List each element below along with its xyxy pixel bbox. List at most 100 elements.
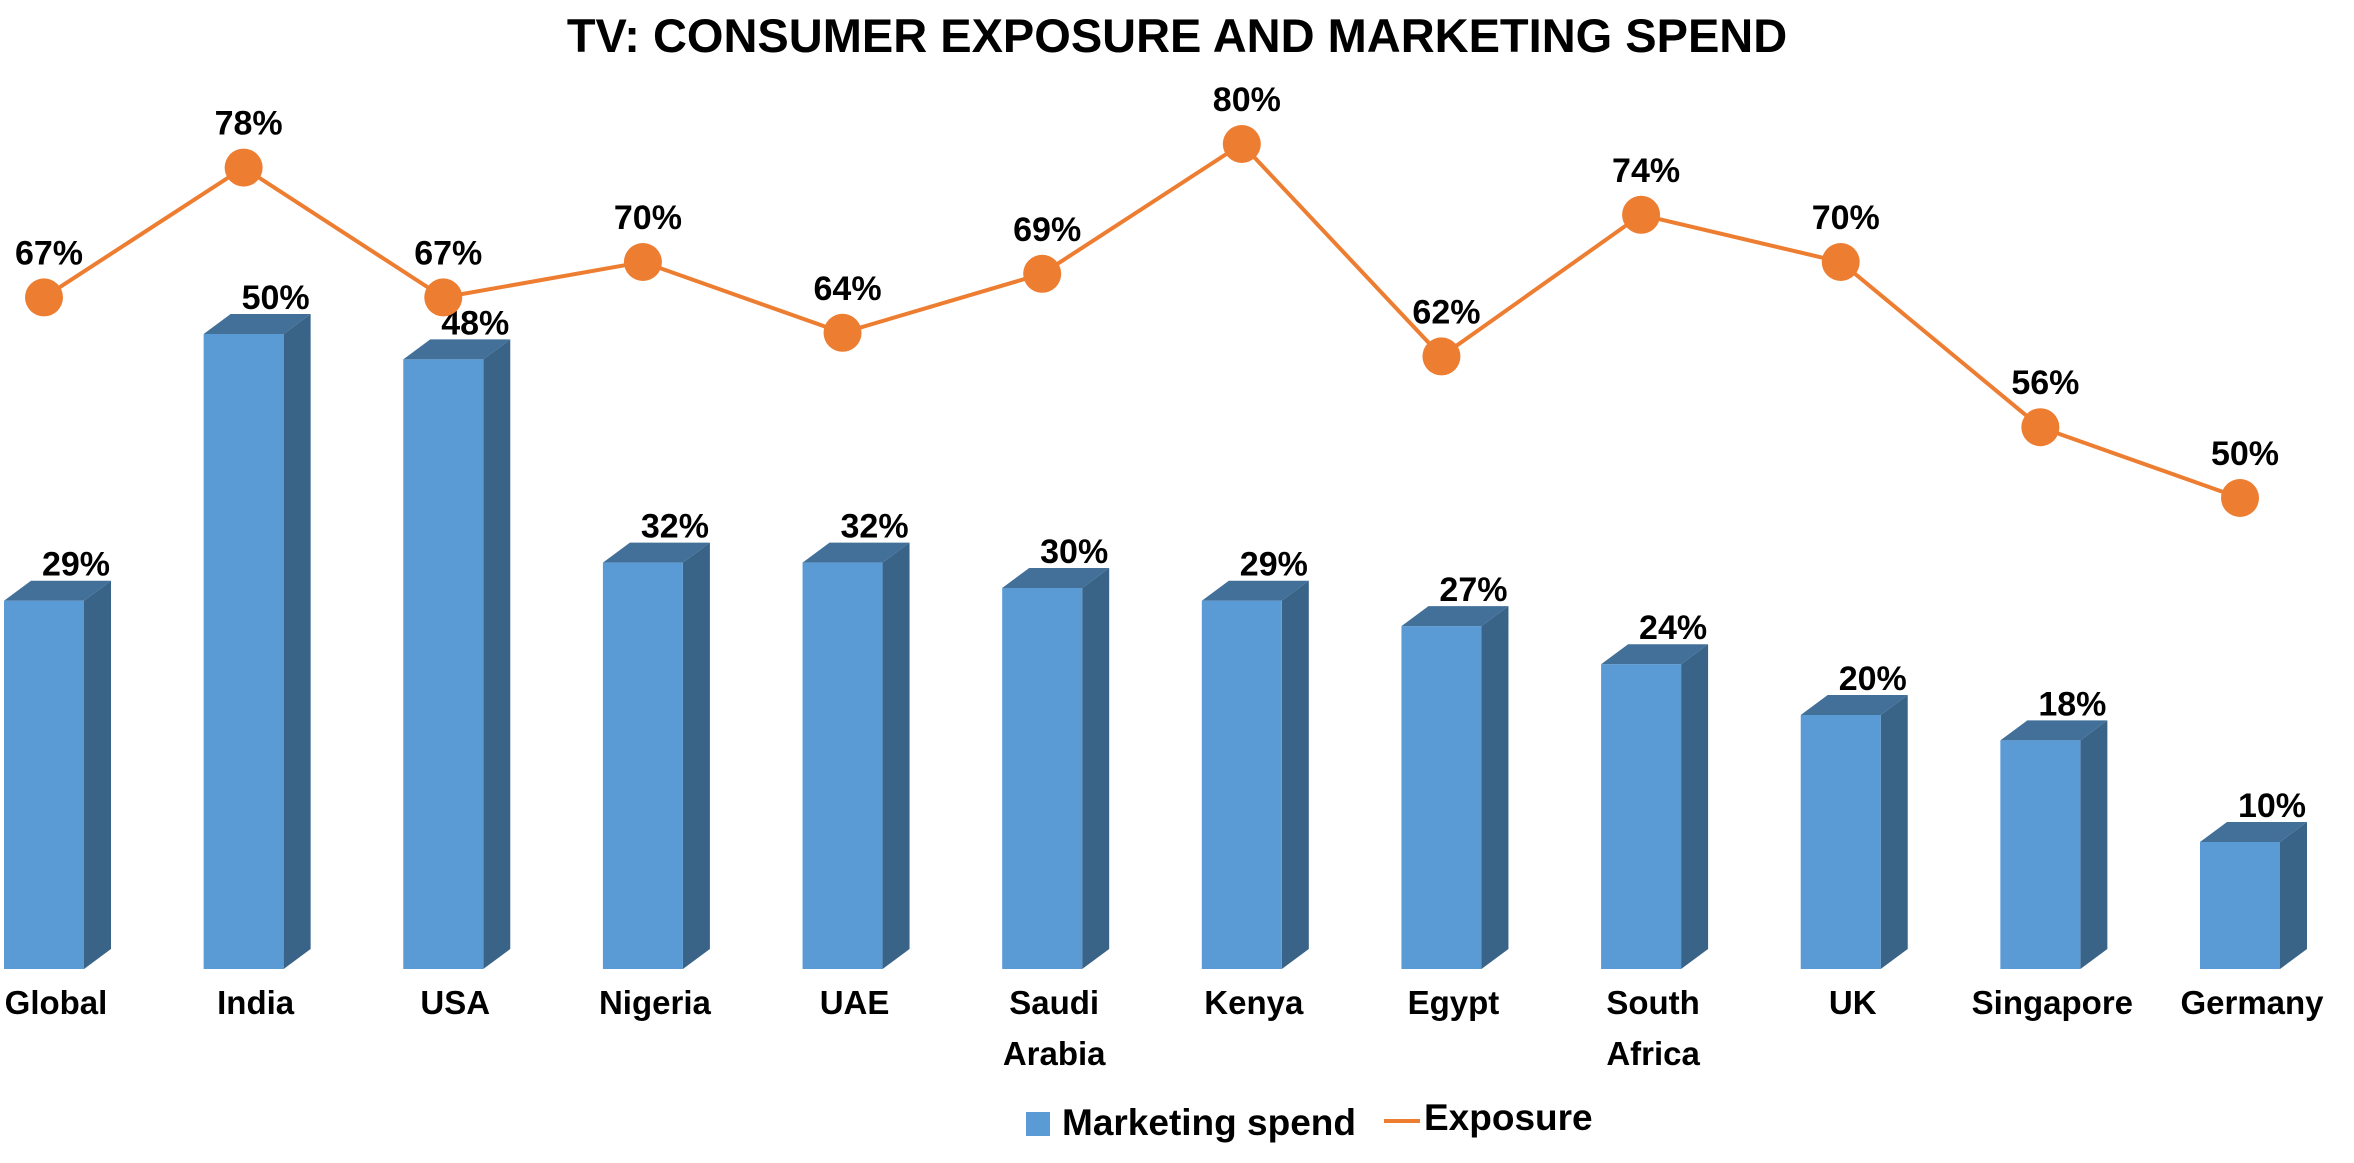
exposure-value-label: 67% bbox=[414, 234, 482, 272]
bar-top bbox=[602, 542, 710, 563]
exposure-marker bbox=[2221, 479, 2259, 517]
bar-top bbox=[1601, 644, 1709, 665]
legend-label-marketing-spend: Marketing spend bbox=[1062, 1102, 1356, 1143]
bar-top bbox=[203, 314, 311, 334]
category-label: Global bbox=[5, 984, 108, 1021]
legend-marker-marketing-spend bbox=[1026, 1112, 1050, 1136]
bar-side bbox=[84, 580, 111, 969]
bar-front bbox=[1800, 715, 1881, 969]
bar-value-label: 32% bbox=[641, 508, 709, 546]
bar-front bbox=[802, 562, 883, 969]
bar-side bbox=[882, 542, 910, 969]
category-label: UAE bbox=[820, 984, 890, 1021]
bar-1 bbox=[4, 580, 111, 969]
bar-side bbox=[1880, 695, 1908, 969]
legend-label-exposure: Exposure bbox=[1424, 1097, 1593, 1138]
bar-value-label: 20% bbox=[1839, 660, 1907, 698]
bar-top bbox=[403, 339, 511, 360]
exposure-marker bbox=[1422, 337, 1461, 376]
bar-value-label: 18% bbox=[2038, 685, 2106, 723]
bar-value-label: 10% bbox=[2238, 787, 2306, 825]
bar-front bbox=[602, 562, 683, 969]
exposure-marker bbox=[2021, 408, 2060, 447]
bar-value-label: 30% bbox=[1040, 533, 1108, 571]
category-label: Nigeria bbox=[599, 984, 712, 1021]
bar-side bbox=[1082, 568, 1110, 969]
bar-value-label: 29% bbox=[42, 546, 110, 584]
bar-10 bbox=[1800, 695, 1908, 969]
category-label: USA bbox=[420, 984, 490, 1021]
category-label: South bbox=[1606, 984, 1699, 1021]
bar-front bbox=[2000, 740, 2081, 969]
exposure-value-label: 70% bbox=[614, 199, 682, 237]
bar-side bbox=[1281, 580, 1309, 969]
exposure-value-label: 74% bbox=[1612, 152, 1680, 190]
bar-value-label: 24% bbox=[1639, 609, 1707, 647]
exposure-value-label: 50% bbox=[2211, 435, 2279, 473]
bar-9 bbox=[1601, 644, 1709, 969]
bar-top bbox=[2200, 822, 2307, 842]
category-label: Germany bbox=[2180, 984, 2324, 1021]
exposure-marker bbox=[623, 243, 662, 281]
bar-top bbox=[1201, 580, 1309, 601]
category-label: Arabia bbox=[1003, 1035, 1106, 1072]
category-label: Singapore bbox=[1972, 984, 2133, 1021]
bar-front bbox=[203, 334, 284, 969]
bars-layer: 29%50%48%32% 32%30% 29%27%24%20%18%10% bbox=[4, 279, 2307, 969]
category-label: Africa bbox=[1606, 1035, 1700, 1072]
bar-value-label: 29% bbox=[1240, 546, 1308, 584]
exposure-marker bbox=[823, 313, 862, 352]
exposure-value-label: 67% bbox=[15, 234, 83, 272]
bar-front bbox=[4, 600, 84, 969]
exposure-line bbox=[42, 141, 2241, 500]
bar-top bbox=[1800, 695, 1908, 715]
bar-top bbox=[4, 580, 111, 601]
exposure-marker bbox=[1222, 125, 1261, 163]
bar-value-label: 32% bbox=[841, 508, 909, 546]
exposure-marker bbox=[1023, 254, 1062, 293]
bar-value-label: 27% bbox=[1439, 571, 1507, 609]
exposure-value-label: 62% bbox=[1412, 293, 1480, 331]
category-label: Kenya bbox=[1204, 984, 1304, 1021]
bar-8 bbox=[1401, 606, 1509, 969]
bar-top bbox=[1002, 568, 1110, 588]
exposure-marker bbox=[224, 148, 263, 187]
exposure-marker bbox=[1821, 243, 1860, 281]
bar-11 bbox=[2000, 720, 2108, 969]
bar-front bbox=[1002, 588, 1083, 969]
bar-side bbox=[2080, 720, 2108, 969]
bar-front bbox=[1201, 600, 1282, 969]
bar-front bbox=[2200, 842, 2280, 969]
bar-side bbox=[682, 542, 710, 969]
bar-front bbox=[403, 359, 484, 969]
exposure-value-label: 69% bbox=[1013, 211, 1081, 249]
bar-3 bbox=[403, 339, 511, 969]
bar-top bbox=[2000, 720, 2108, 741]
bar-6 bbox=[1002, 568, 1110, 969]
bar-side bbox=[1481, 606, 1509, 969]
exposure-marker bbox=[1622, 195, 1661, 234]
bar-12 bbox=[2200, 822, 2307, 969]
bar-side bbox=[283, 314, 311, 969]
bar-value-label: 50% bbox=[242, 279, 310, 317]
bar-side bbox=[1681, 644, 1709, 969]
bar-side bbox=[483, 339, 511, 969]
bar-5 bbox=[802, 542, 910, 969]
legend: Marketing spend Exposure bbox=[1026, 1097, 1593, 1143]
category-label: India bbox=[217, 984, 295, 1021]
bar-top bbox=[802, 542, 910, 563]
line-layer: 67% 78% 67% 70% 64% 69% 80% 62% 74% 70% 56% 50% bbox=[15, 81, 2279, 517]
bar-front bbox=[1601, 664, 1682, 969]
exposure-marker bbox=[25, 278, 63, 317]
bar-top bbox=[1401, 606, 1509, 627]
exposure-marker bbox=[424, 278, 463, 317]
exposure-value-label: 64% bbox=[814, 270, 882, 308]
category-label: Egypt bbox=[1408, 984, 1500, 1021]
category-label: Saudi bbox=[1009, 984, 1099, 1021]
bar-side bbox=[2280, 822, 2307, 969]
bar-2 bbox=[203, 314, 311, 969]
exposure-value-label: 78% bbox=[215, 105, 283, 143]
bar-7 bbox=[1201, 580, 1309, 969]
